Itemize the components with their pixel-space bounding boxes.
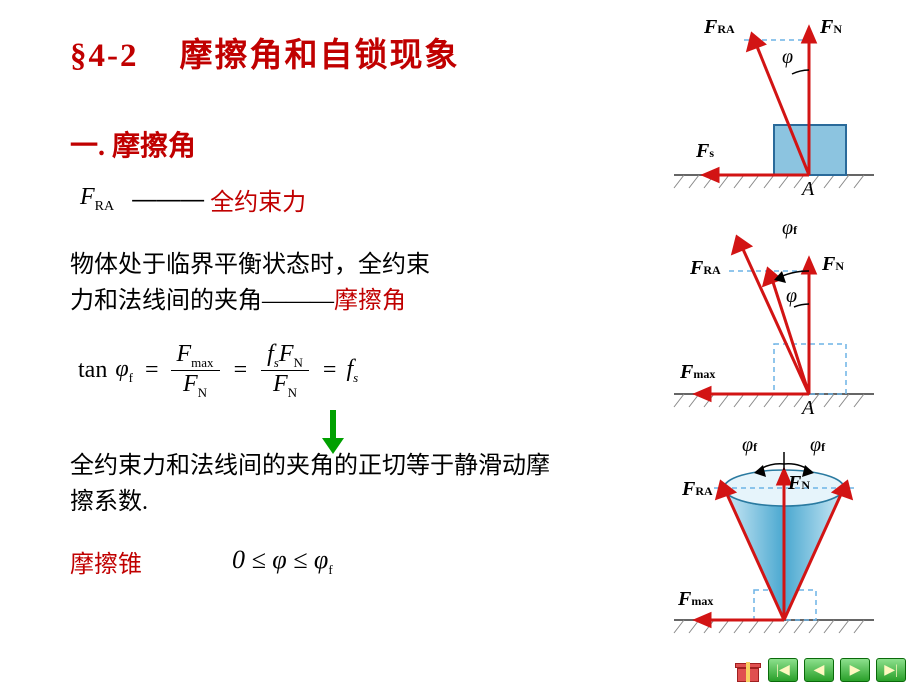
- slide-root: §4-2 摩擦角和自锁现象 一. 摩擦角 FRA ——— 全约束力 物体处于临界…: [0, 0, 920, 690]
- diagrams-column: FRA FN φ Fs A: [634, 10, 904, 648]
- f1tF: F: [177, 341, 192, 367]
- para-critical-state: 物体处于临界平衡状态时，全约束 力和法线间的夹角———摩擦角: [70, 247, 520, 319]
- d3pr: φ: [810, 434, 821, 456]
- d3fn: F: [788, 472, 801, 494]
- d3fra: F: [682, 478, 695, 500]
- section-title-text: 摩擦角和自锁现象: [180, 38, 460, 74]
- diagram-2-svg: [634, 209, 904, 424]
- constraint-label: 全约束力: [210, 182, 306, 217]
- d3fm: F: [678, 588, 691, 610]
- d2pfs: f: [793, 223, 797, 237]
- ci-body: 0 ≤ φ ≤ φ: [232, 545, 328, 574]
- gift-icon[interactable]: [734, 658, 762, 682]
- d3-FN: FN: [788, 472, 810, 495]
- fm-phi-m: φ: [115, 356, 128, 382]
- d1-phi: φ: [782, 46, 793, 69]
- d3-phif-r: φf: [810, 434, 825, 457]
- para-conclusion: 全约束力和法线间的夹角的正切等于静滑动摩擦系数.: [70, 448, 560, 520]
- d2fm: F: [680, 361, 693, 383]
- fm-frac2: fsFN FN: [261, 341, 309, 400]
- d1fss: s: [709, 146, 714, 160]
- d2fms: max: [693, 367, 715, 381]
- d3pls: f: [753, 440, 757, 454]
- d1-Fs: Fs: [696, 140, 714, 163]
- f1bF: F: [183, 371, 198, 397]
- d2-A: A: [802, 397, 814, 420]
- d1fs: F: [696, 140, 709, 162]
- d2fra: F: [690, 257, 703, 279]
- p1-l2a: 力和法线间的夹角———: [70, 288, 334, 314]
- f2tF: F: [279, 341, 294, 367]
- d3prs: f: [821, 440, 825, 454]
- fm-eq3: =: [323, 357, 337, 384]
- d1fns: N: [833, 22, 842, 36]
- d3-FRA: FRA: [682, 478, 713, 501]
- d2fn: F: [822, 253, 835, 275]
- diagram-3: φf φf FRA FN Fmax: [634, 428, 904, 648]
- diagram-3-svg: [634, 428, 904, 648]
- constraint-force-symbol: FRA: [80, 184, 114, 215]
- fm-frac1: Fmax FN: [171, 341, 220, 400]
- diagram-1-svg: [634, 10, 904, 205]
- fm-phi: φf: [115, 356, 133, 386]
- d2-FRA: FRA: [690, 257, 721, 280]
- fm-tan: tan: [78, 357, 107, 384]
- nav-first-button[interactable]: |◀: [768, 658, 798, 682]
- d2fras: RA: [703, 263, 720, 277]
- diagram-1: FRA FN φ Fs A: [634, 10, 904, 205]
- diagram-2: φf FRA FN φ Fmax A: [634, 209, 904, 424]
- d1fra: F: [704, 16, 717, 38]
- d2fns: N: [835, 259, 844, 273]
- fm-rs: s: [353, 369, 358, 384]
- cone-inequality: 0 ≤ φ ≤ φf: [232, 545, 333, 578]
- d1fras: RA: [717, 22, 734, 36]
- f2tFs: N: [294, 355, 303, 370]
- d3fns: N: [801, 478, 810, 492]
- nav-next-button[interactable]: ▶: [840, 658, 870, 682]
- nav-bar: |◀ ◀ ▶ ▶|: [734, 658, 906, 682]
- d1-FN: FN: [820, 16, 842, 39]
- d3pl: φ: [742, 434, 753, 456]
- cone-label: 摩擦锥: [70, 544, 142, 579]
- sym-main: F: [80, 184, 95, 210]
- d2-phif: φf: [782, 217, 797, 240]
- ci-sub: f: [328, 562, 332, 577]
- f2bF: F: [273, 371, 288, 397]
- sym-sub: RA: [95, 199, 114, 214]
- p1-l2b: 摩擦角: [334, 288, 406, 314]
- f1ts: max: [191, 355, 213, 370]
- d3fms: max: [691, 594, 713, 608]
- d2-FN: FN: [822, 253, 844, 276]
- d1-A: A: [802, 178, 814, 201]
- nav-prev-button[interactable]: ◀: [804, 658, 834, 682]
- dash-icon: ———: [132, 186, 204, 214]
- nav-last-button[interactable]: ▶|: [876, 658, 906, 682]
- f2tf: f: [267, 341, 274, 367]
- fm-phi-s: f: [129, 369, 133, 384]
- d2-phi: φ: [786, 285, 797, 308]
- d3-phif-l: φf: [742, 434, 757, 457]
- fm-rhs: fs: [346, 356, 358, 386]
- d3fras: RA: [695, 484, 712, 498]
- d3-Fmax: Fmax: [678, 588, 713, 611]
- f2bs: N: [288, 385, 297, 400]
- d1-FRA: FRA: [704, 16, 735, 39]
- d2-Fmax: Fmax: [680, 361, 715, 384]
- fm-eq1: =: [145, 357, 159, 384]
- d1fn: F: [820, 16, 833, 38]
- fm-eq2: =: [234, 357, 248, 384]
- f1bs: N: [198, 385, 207, 400]
- d2pf: φ: [782, 217, 793, 239]
- p1-l1: 物体处于临界平衡状态时，全约束: [70, 252, 430, 278]
- section-number: §4-2: [70, 38, 139, 74]
